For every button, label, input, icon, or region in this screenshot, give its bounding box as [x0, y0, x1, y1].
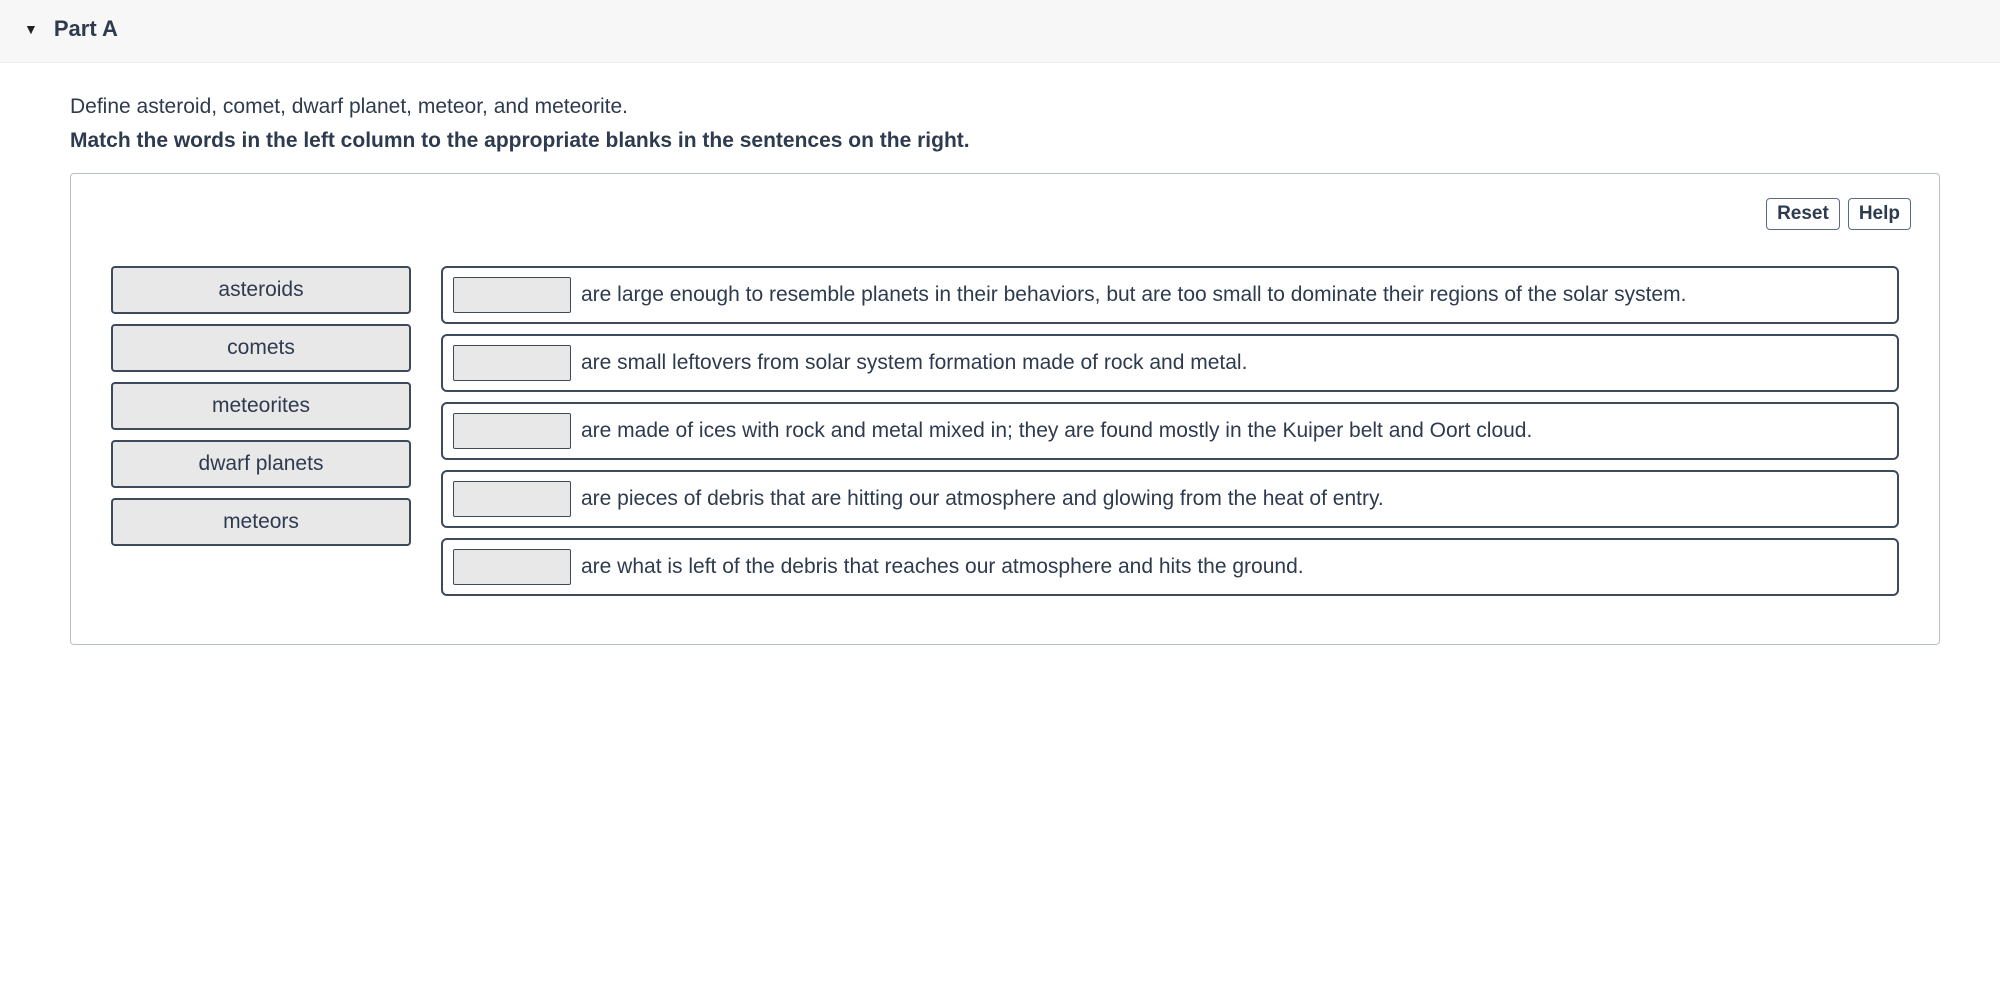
word-tile[interactable]: meteorites — [111, 382, 411, 430]
question-prompt: Define asteroid, comet, dwarf planet, me… — [70, 95, 1940, 119]
sentence-text: are made of ices with rock and metal mix… — [581, 419, 1532, 442]
section-header[interactable]: ▼ Part A — [0, 0, 2000, 63]
part-title: Part A — [54, 16, 118, 42]
match-area: asteroids comets meteorites dwarf planet… — [99, 266, 1911, 596]
sentence-box: are what is left of the debris that reac… — [441, 538, 1899, 596]
drop-slot[interactable] — [453, 345, 571, 381]
word-tile[interactable]: dwarf planets — [111, 440, 411, 488]
sentence-text: are what is left of the debris that reac… — [581, 555, 1304, 578]
word-tile[interactable]: comets — [111, 324, 411, 372]
drop-slot[interactable] — [453, 413, 571, 449]
chevron-down-icon: ▼ — [24, 21, 38, 37]
sentence-box: are small leftovers from solar system fo… — [441, 334, 1899, 392]
drop-slot[interactable] — [453, 277, 571, 313]
sentence-box: are made of ices with rock and metal mix… — [441, 402, 1899, 460]
words-column: asteroids comets meteorites dwarf planet… — [111, 266, 411, 546]
help-button[interactable]: Help — [1848, 198, 1911, 230]
sentence-text: are small leftovers from solar system fo… — [581, 351, 1247, 374]
sentences-column: are large enough to resemble planets in … — [441, 266, 1899, 596]
reset-button[interactable]: Reset — [1766, 198, 1840, 230]
drop-slot[interactable] — [453, 481, 571, 517]
sentence-box: are large enough to resemble planets in … — [441, 266, 1899, 324]
word-tile[interactable]: meteors — [111, 498, 411, 546]
sentence-box: are pieces of debris that are hitting ou… — [441, 470, 1899, 528]
sentence-text: are pieces of debris that are hitting ou… — [581, 487, 1384, 510]
word-tile[interactable]: asteroids — [111, 266, 411, 314]
drop-slot[interactable] — [453, 549, 571, 585]
match-instruction: Match the words in the left column to th… — [70, 129, 1940, 153]
content-area: Define asteroid, comet, dwarf planet, me… — [0, 63, 2000, 685]
exercise-container: Reset Help asteroids comets meteorites d… — [70, 173, 1940, 645]
controls-row: Reset Help — [99, 198, 1911, 230]
sentence-text: are large enough to resemble planets in … — [581, 283, 1686, 306]
